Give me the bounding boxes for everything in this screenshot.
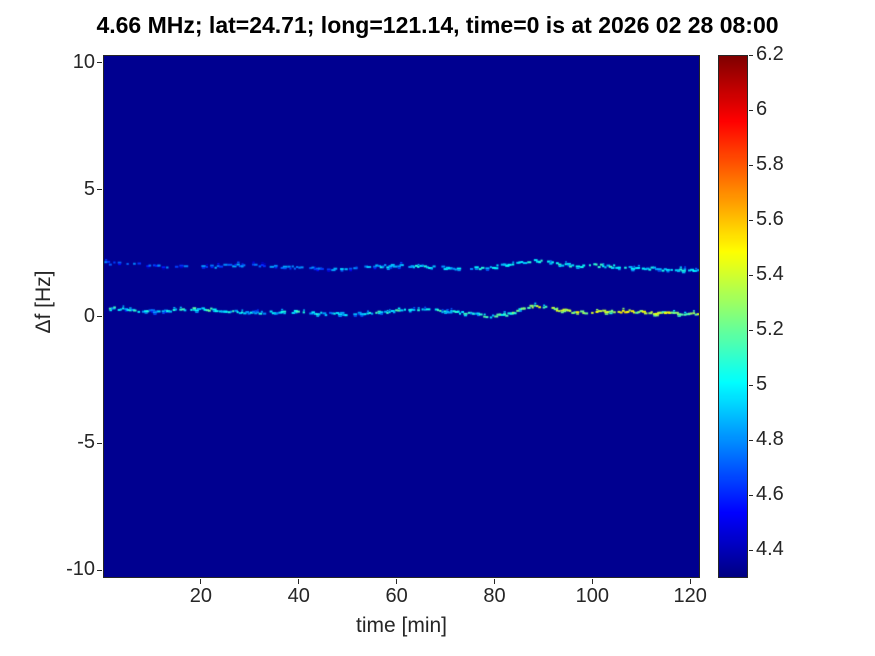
x-tick-label: 60 bbox=[385, 585, 408, 607]
colorbar-tick-label: 5.6 bbox=[756, 208, 784, 231]
colorbar-tick-label: 4.8 bbox=[756, 428, 784, 451]
x-tick-label: 20 bbox=[189, 585, 212, 607]
colorbar-canvas bbox=[718, 55, 748, 578]
y-tick-label: -5 bbox=[77, 431, 95, 454]
x-tick-mark bbox=[591, 579, 593, 584]
colorbar-tick-mark bbox=[749, 219, 753, 221]
x-tick-mark bbox=[298, 579, 300, 584]
y-tick-mark bbox=[97, 189, 102, 191]
colorbar-tick-mark bbox=[749, 274, 753, 276]
y-axis-label: Δf [Hz] bbox=[32, 270, 55, 334]
colorbar-tick-label: 5.2 bbox=[756, 318, 784, 341]
colorbar-tick-label: 5.8 bbox=[756, 153, 784, 176]
colorbar-tick-label: 5 bbox=[756, 373, 768, 396]
colorbar-tick-mark bbox=[749, 494, 753, 496]
y-tick-mark bbox=[97, 62, 102, 64]
colorbar-tick-mark bbox=[749, 54, 753, 56]
plot-area bbox=[103, 55, 700, 578]
x-tick-label: 120 bbox=[673, 585, 707, 607]
colorbar-tick-label: 6 bbox=[756, 98, 768, 121]
y-tick-mark bbox=[97, 569, 102, 571]
colorbar bbox=[718, 55, 748, 578]
x-tick-mark bbox=[493, 579, 495, 584]
y-tick-label: 0 bbox=[83, 304, 95, 327]
y-tick-mark bbox=[97, 316, 102, 317]
x-tick-mark bbox=[200, 579, 202, 584]
chart-title: 4.66 MHz; lat=24.71; long=121.14, time=0… bbox=[96, 12, 779, 38]
y-tick-label: 10 bbox=[72, 50, 95, 73]
colorbar-tick-mark bbox=[749, 549, 753, 551]
y-tick-mark bbox=[97, 442, 102, 444]
x-tick-label: 100 bbox=[575, 585, 610, 607]
colorbar-tick-mark bbox=[749, 384, 753, 386]
colorbar-tick-label: 4.4 bbox=[756, 538, 784, 561]
colorbar-tick-mark bbox=[749, 439, 753, 441]
colorbar-tick-label: 6.2 bbox=[756, 43, 784, 65]
colorbar-tick-label: 5.4 bbox=[756, 263, 784, 286]
x-axis-label: time [min] bbox=[355, 614, 447, 637]
x-tick-label: 80 bbox=[483, 585, 506, 607]
colorbar-tick-mark bbox=[749, 329, 753, 331]
colorbar-tick-mark bbox=[749, 164, 753, 166]
colorbar-tick-label: 4.6 bbox=[756, 483, 784, 506]
colorbar-tick-mark bbox=[749, 109, 753, 111]
heatmap-canvas bbox=[103, 55, 700, 578]
y-tick-label: 5 bbox=[83, 177, 95, 200]
x-tick-mark bbox=[396, 579, 398, 584]
x-tick-mark bbox=[689, 579, 691, 584]
x-tick-label: 40 bbox=[287, 585, 310, 607]
y-tick-label: -10 bbox=[66, 558, 95, 581]
